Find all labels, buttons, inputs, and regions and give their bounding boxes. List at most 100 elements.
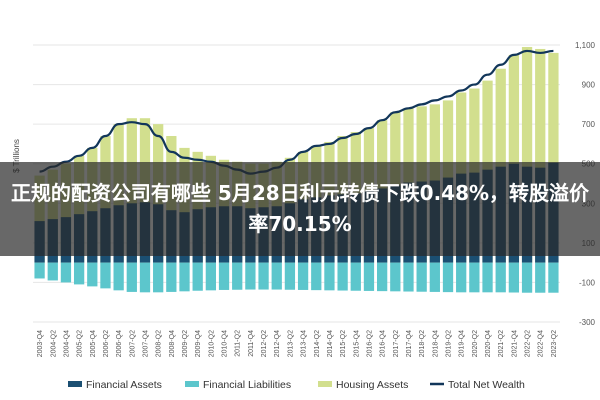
x-tick-label: 2018-Q2 [419,330,426,357]
financial-liabilities-bar [350,262,361,291]
financial-liabilities-bar [179,262,190,292]
financial-liabilities-bar [469,262,480,293]
x-tick-label: 2012-Q4 [274,330,281,357]
x-tick-label: 2014-Q2 [314,330,321,357]
x-tick-label: 2005-Q2 [77,330,84,357]
x-tick-label: 2004-Q4 [63,330,70,357]
financial-liabilities-bar [442,262,454,293]
legend-label: Financial Assets [86,379,162,391]
financial-liabilities-bar [297,262,309,290]
x-tick-label: 2005-Q4 [90,330,97,357]
x-tick-label: 2015-Q2 [340,330,347,357]
financial-liabilities-bar [284,262,296,290]
y-tick-label: 900 [582,81,596,90]
x-tick-label: 2015-Q4 [353,330,360,357]
financial-liabilities-bar [337,262,348,291]
financial-liabilities-bar [232,262,243,290]
housing-assets-bar [535,48,546,263]
x-tick-label: 2007-Q2 [129,330,136,357]
x-tick-label: 2006-Q2 [103,330,110,357]
x-tick-label: 2004-Q2 [50,330,57,357]
x-tick-label: 2013-Q2 [287,330,294,357]
financial-assets-legend-swatch [68,381,82,387]
title-banner: 正规的配资公司有哪些 5月28日利元转债下跌0.48%，转股溢价率70.15% [0,162,600,256]
net-wealth-line [39,49,554,175]
x-tick-label: 2013-Q4 [301,330,308,357]
financial-liabilities-bar [153,262,164,293]
financial-liabilities-bar [139,262,151,293]
financial-liabilities-bar [100,262,111,289]
financial-liabilities-bar [363,262,375,291]
x-tick-label: 2010-Q2 [208,330,215,357]
financial-liabilities-bar [311,262,322,291]
x-tick-label: 2019-Q4 [459,330,466,357]
financial-liabilities-bar [258,262,269,290]
y-tick-label: 700 [582,120,596,129]
x-tick-label: 2011-Q2 [235,330,242,357]
financial-liabilities-bar [535,262,546,293]
financial-liabilities-bar [456,262,467,293]
housing-assets-bar [548,52,559,263]
y-tick-label: -300 [579,318,596,327]
y-tick-label: -100 [579,278,596,287]
financial-liabilities-bar [390,262,401,292]
x-tick-label: 2022-Q4 [538,330,545,357]
y-axis-title: $ Trillions [12,139,21,173]
x-tick-label: 2020-Q2 [472,330,479,357]
financial-liabilities-bar [482,262,493,293]
financial-liabilities-bar [495,262,506,293]
financial-liabilities-bar [47,262,58,281]
x-tick-label: 2017-Q4 [406,330,413,357]
housing-assets-bar [508,54,520,263]
x-tick-label: 2009-Q4 [195,330,202,357]
x-axis-ticks: 2003-Q4 2004-Q2 2004-Q4 2005-Q2 2005-Q4 2006-… [37,330,558,357]
y-tick-label: 1,100 [575,41,596,50]
legend: Financial Assets Financial Liabilities Hou… [68,379,525,391]
x-tick-label: 2016-Q2 [366,330,373,357]
financial-liabilities-bar [548,262,559,293]
legend-label: Financial Liabilities [203,379,291,391]
financial-liabilities-bar [218,262,230,290]
x-tick-label: 2012-Q2 [261,330,268,357]
financial-liabilities-bar [205,262,217,291]
x-tick-label: 2014-Q4 [327,330,334,357]
financial-liabilities-bar [324,262,335,291]
x-tick-label: 2018-Q4 [432,330,439,357]
x-tick-label: 2016-Q4 [380,330,387,357]
legend-label: Housing Assets [336,379,408,391]
financial-liabilities-legend-swatch [185,381,199,387]
financial-liabilities-bar [245,262,256,290]
financial-liabilities-bar [521,262,533,293]
x-tick-label: 2021-Q4 [511,330,518,357]
total-net-wealth-line [39,49,554,175]
financial-liabilities-bar [192,262,203,291]
x-tick-label: 2023-Q2 [551,330,558,357]
financial-liabilities-bar [271,262,282,290]
x-tick-label: 2006-Q4 [116,330,123,357]
financial-liabilities-bar [87,262,98,287]
housing-assets-bar [521,46,533,263]
financial-liabilities-bar [166,262,177,292]
x-tick-label: 2009-Q2 [182,330,189,357]
financial-liabilities-bar [73,262,85,285]
financial-liabilities-bar [126,262,137,292]
financial-liabilities-bar [34,262,45,279]
legend-label: Total Net Wealth [448,379,525,391]
x-tick-label: 2020-Q4 [485,330,492,357]
financial-liabilities-bar [376,262,388,292]
housing-assets-legend-swatch [318,381,332,387]
banner-title: 正规的配资公司有哪些 5月28日利元转债下跌0.48%，转股溢价率70.15% [10,181,590,236]
financial-liabilities-bar [403,262,414,292]
financial-liabilities-bar [508,262,520,293]
x-tick-label: 2017-Q2 [393,330,400,357]
financial-liabilities-bar [113,262,124,291]
x-tick-label: 2007-Q4 [142,330,149,357]
x-tick-label: 2019-Q2 [446,330,453,357]
x-tick-label: 2010-Q4 [222,330,229,357]
x-tick-label: 2008-Q2 [156,330,163,357]
financial-liabilities-bar [60,262,72,283]
x-tick-label: 2022-Q2 [525,330,532,357]
x-tick-label: 2003-Q4 [37,330,44,357]
financial-liabilities-bar [416,262,427,292]
x-tick-label: 2008-Q4 [169,330,176,357]
